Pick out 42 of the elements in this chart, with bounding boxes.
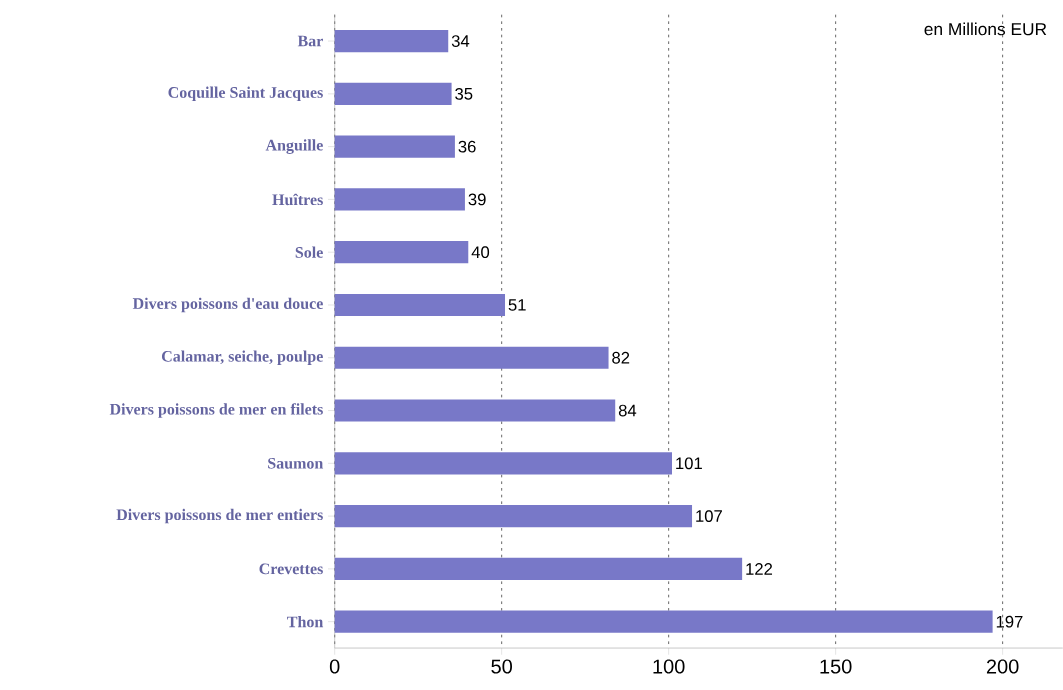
bar <box>334 557 743 580</box>
y-tick-label: Divers poissons d'eau douce <box>132 297 323 313</box>
bar <box>334 399 616 422</box>
y-tick-label: Anguille <box>265 139 323 154</box>
y-tick-label: Bar <box>297 35 323 47</box>
x-tick-label: 100 <box>653 659 685 674</box>
data-label: 101 <box>676 457 702 470</box>
y-tick-label: Huîtres <box>272 193 323 206</box>
data-label: 197 <box>996 615 1023 628</box>
bar <box>334 346 609 369</box>
data-label: 34 <box>451 35 470 47</box>
bar <box>334 241 469 264</box>
y-tick-label: Saumon <box>268 457 324 469</box>
x-tick-label: 150 <box>820 659 852 674</box>
x-tick-label: 0 <box>329 659 340 674</box>
y-tick-label: Crevettes <box>259 563 323 575</box>
data-label: 82 <box>612 351 630 364</box>
data-label: 107 <box>696 510 722 522</box>
y-tick-label: Thon <box>287 616 324 628</box>
y-tick-label: Sole <box>295 246 323 258</box>
data-label: 36 <box>458 140 476 153</box>
x-tick-label: 50 <box>491 659 512 674</box>
data-label: 51 <box>508 299 526 311</box>
y-tick-label: Divers poissons de mer entiers <box>116 508 323 524</box>
data-label: 84 <box>618 404 637 417</box>
annotation: en Millions EUR <box>924 22 1047 36</box>
bar <box>334 610 993 633</box>
bar <box>334 188 465 211</box>
y-tick-label: Divers poissons de mer en filets <box>109 403 323 418</box>
y-tick-label: Calamar, seiche, poulpe <box>162 350 323 365</box>
bar <box>334 82 452 105</box>
bar <box>334 505 693 528</box>
bar <box>334 293 506 317</box>
data-label: 40 <box>471 246 490 259</box>
data-label: 39 <box>468 193 486 206</box>
bar <box>334 29 449 53</box>
y-tick-label: Coquille Saint Jacques <box>168 86 323 102</box>
bar <box>334 135 455 158</box>
data-label: 122 <box>746 563 773 575</box>
bar <box>334 452 672 475</box>
x-tick-label: 200 <box>986 659 1019 674</box>
data-label: 35 <box>455 87 473 100</box>
